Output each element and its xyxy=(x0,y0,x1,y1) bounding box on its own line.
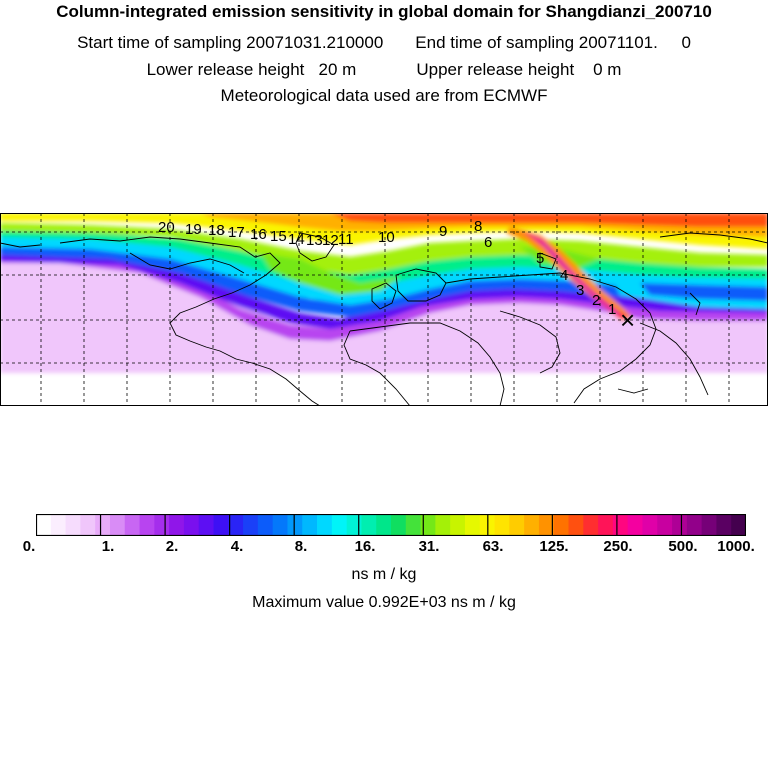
colorbar-swatch xyxy=(36,514,52,536)
trajectory-label: 9 xyxy=(439,223,447,240)
trajectory-label: 1 xyxy=(608,301,616,318)
colorbar-tick: 31. xyxy=(418,538,440,555)
colorbar-swatch xyxy=(435,514,451,536)
colorbar-swatch xyxy=(80,514,96,536)
colorbar-tick: 1. xyxy=(101,538,115,555)
colorbar-swatch xyxy=(538,514,555,536)
end-time-label: End time of sampling 20071101. 0 xyxy=(415,33,691,52)
upper-release-label: Upper release height 0 m xyxy=(416,60,622,79)
colorbar-tick: 63. xyxy=(482,538,504,555)
colorbar-swatch xyxy=(627,514,643,536)
trajectory-label: 16 xyxy=(250,226,267,243)
release-heights: Lower release height 20 m Upper release h… xyxy=(0,60,768,80)
colorbar-tick: 16. xyxy=(354,538,376,555)
colorbar-swatch xyxy=(376,514,392,536)
colorbar-swatch xyxy=(50,514,66,536)
colorbar-swatch xyxy=(642,514,658,536)
colorbar-swatch xyxy=(494,514,510,536)
lower-release-label: Lower release height 20 m xyxy=(146,60,357,79)
colorbar-swatch xyxy=(731,514,746,536)
colorbar-unit: ns m / kg xyxy=(351,566,417,583)
trajectory-label: 10 xyxy=(378,229,395,246)
colorbar-swatch xyxy=(302,514,318,536)
colorbar-border xyxy=(36,514,746,536)
source-location-marker: × xyxy=(620,305,635,335)
trajectory-label: 11 xyxy=(338,231,354,248)
colorbar-swatch xyxy=(287,514,303,536)
trajectory-label: 4 xyxy=(560,267,568,284)
colorbar-swatch xyxy=(450,514,466,536)
colorbar-swatch xyxy=(657,514,673,536)
colorbar-swatch xyxy=(228,514,244,536)
colorbar-swatch xyxy=(272,514,288,536)
colorbar-swatch xyxy=(109,514,126,536)
trajectory-labels: 20 19 18 17 16 15 14 13 12 11 10 9 8 6 5… xyxy=(158,218,616,318)
colorbar-swatch xyxy=(686,514,703,536)
colorbar-swatch xyxy=(65,514,81,536)
trajectory-label: 12 xyxy=(322,232,339,249)
colorbar-swatch xyxy=(198,514,214,536)
colorbar-swatch xyxy=(716,514,732,536)
trajectory-label: 17 xyxy=(228,224,245,241)
trajectory-label: 3 xyxy=(576,282,584,299)
colorbar-tick: 125. xyxy=(539,538,569,555)
met-data-label: Meteorological data used are from ECMWF xyxy=(220,86,548,105)
colorbar-swatch xyxy=(524,514,540,536)
colorbar-swatch xyxy=(213,514,229,536)
colorbar-swatch xyxy=(243,514,259,536)
trajectory-label: 8 xyxy=(474,218,482,235)
colorbar-swatch xyxy=(553,514,569,536)
colorbar-swatch xyxy=(169,514,185,536)
colorbar-swatch xyxy=(583,514,599,536)
colorbar-tick: 1000. xyxy=(717,538,755,555)
trajectory-label: 14 xyxy=(288,231,305,248)
graticule xyxy=(0,213,768,406)
colorbar-tick: 2. xyxy=(165,538,179,555)
trajectory-label: 20 xyxy=(158,219,175,236)
colorbar-tick: 0. xyxy=(22,538,36,555)
coastlines xyxy=(0,232,768,406)
colorbar-tick: 8. xyxy=(294,538,308,555)
trajectory-label: 6 xyxy=(484,234,492,251)
colorbar-swatch xyxy=(612,514,629,536)
colorbar-swatch xyxy=(139,514,155,536)
colorbar-swatch xyxy=(183,514,200,536)
trajectory-label: 13 xyxy=(306,232,323,249)
maximum-value-label: Maximum value 0.992E+03 ns m / kg xyxy=(252,594,516,611)
colorbar-swatch xyxy=(331,514,348,536)
colorbar-swatch xyxy=(124,514,140,536)
colorbar xyxy=(36,514,746,536)
start-time-label: Start time of sampling 20071031.210000 xyxy=(77,33,384,52)
colorbar-swatch xyxy=(420,514,436,536)
colorbar-swatch xyxy=(672,514,688,536)
colorbar-swatch xyxy=(568,514,584,536)
trajectory-label: 18 xyxy=(208,222,225,239)
map-title: Column-integrated emission sensitivity i… xyxy=(56,2,712,21)
colorbar-swatch xyxy=(464,514,481,536)
trajectory-label: 15 xyxy=(270,228,287,245)
sampling-times: Start time of sampling 20071031.210000 En… xyxy=(0,33,768,53)
trajectory-label: 19 xyxy=(185,221,202,238)
sensitivity-map: 20 19 18 17 16 15 14 13 12 11 10 9 8 6 5… xyxy=(0,213,768,406)
colorbar-swatch xyxy=(598,514,614,536)
colorbar-swatch xyxy=(154,514,170,536)
colorbar-swatch xyxy=(701,514,717,536)
colorbar-tick: 250. xyxy=(603,538,633,555)
colorbar-tick: 500. xyxy=(668,538,698,555)
colorbar-swatch xyxy=(257,514,274,536)
colorbar-swatch xyxy=(405,514,421,536)
colorbar-swatch xyxy=(509,514,525,536)
colorbar-swatch xyxy=(346,514,362,536)
colorbar-swatch xyxy=(95,514,111,536)
colorbar-swatch xyxy=(391,514,407,536)
colorbar-swatch xyxy=(317,514,333,536)
colorbar-tick: 4. xyxy=(230,538,244,555)
trajectory-label: 2 xyxy=(592,292,600,309)
trajectory-label: 5 xyxy=(536,250,544,267)
colorbar-swatch xyxy=(361,514,377,536)
